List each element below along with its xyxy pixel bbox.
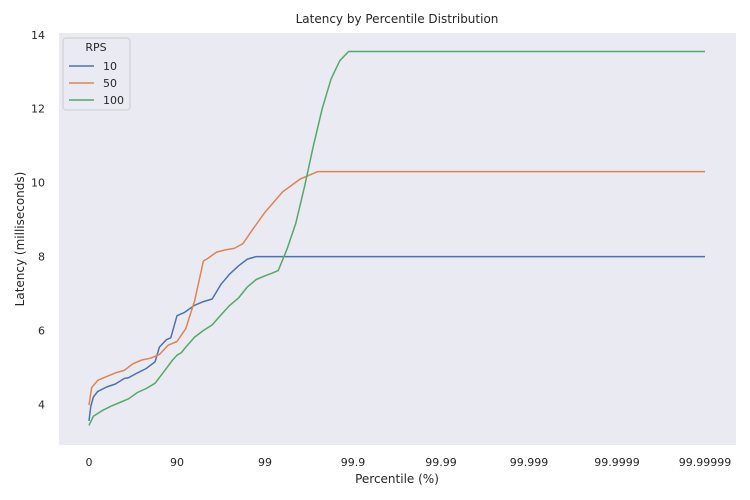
x-tick-label: 99 xyxy=(258,456,272,469)
x-tick-label: 99.99 xyxy=(425,456,457,469)
x-tick-label: 99.999 xyxy=(510,456,549,469)
x-tick-labels: 0 90 99 99.9 99.99 99.999 99.9999 99.99999 xyxy=(86,456,732,469)
legend-label-10: 10 xyxy=(103,60,117,73)
series-lines xyxy=(88,50,705,426)
x-tick-label: 0 xyxy=(86,456,93,469)
x-axis-label: Percentile (%) xyxy=(355,472,439,486)
x-tick-label: 99.9999 xyxy=(594,456,640,469)
y-tick-label: 12 xyxy=(31,103,45,116)
legend-label-100: 100 xyxy=(103,94,124,107)
y-tick-label: 14 xyxy=(31,29,45,42)
y-tick-label: 8 xyxy=(38,251,45,264)
series-line-10 xyxy=(88,255,705,422)
y-tick-label: 6 xyxy=(38,324,45,337)
legend-title: RPS xyxy=(85,41,106,54)
series-line-50 xyxy=(88,170,705,406)
x-tick-label: 90 xyxy=(170,456,184,469)
plot-area xyxy=(59,33,736,445)
series-line-100 xyxy=(88,50,705,426)
x-tick-label: 99.99999 xyxy=(679,456,732,469)
y-tick-labels: 4 6 8 10 12 14 xyxy=(31,29,45,412)
y-tick-label: 4 xyxy=(38,398,45,411)
y-tick-label: 10 xyxy=(31,177,45,190)
legend-label-50: 50 xyxy=(103,77,117,90)
x-tick-label: 99.9 xyxy=(341,456,366,469)
y-axis-label: Latency (milliseconds) xyxy=(13,172,27,307)
legend-box xyxy=(62,37,131,111)
legend: RPS 10 50 100 xyxy=(62,37,131,111)
chart-title: Latency by Percentile Distribution xyxy=(296,12,499,26)
